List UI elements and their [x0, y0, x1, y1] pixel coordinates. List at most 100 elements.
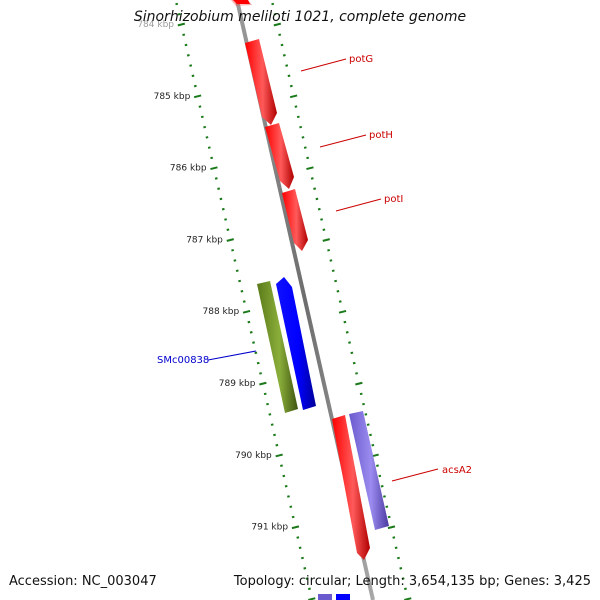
tick-minor: [399, 567, 403, 570]
gene-bar-SMc00838[interactable]: [257, 281, 298, 413]
accession-text: Accession: NC_003047: [9, 574, 157, 589]
tick-minor: [306, 156, 310, 160]
tick-minor: [271, 2, 275, 6]
tick-minor: [305, 577, 309, 580]
tick-minor: [380, 484, 384, 488]
tick-minor: [242, 300, 246, 303]
gene-arrow-acsA2[interactable]: [332, 415, 370, 560]
tick-minor: [263, 392, 267, 396]
tick-minor: [362, 402, 365, 406]
kbp-tick-label: 788 kbp: [203, 307, 240, 317]
tick-major: [275, 453, 283, 458]
tick-minor: [217, 187, 221, 190]
tick-minor: [397, 556, 400, 560]
gene-label-potG[interactable]: potG: [349, 54, 373, 65]
tick-minor: [364, 413, 368, 416]
kbp-tick-label: 791 kbp: [251, 523, 288, 533]
tick-minor: [247, 320, 251, 324]
gene-partial-bottom-lilac[interactable]: [318, 594, 332, 600]
tick-major: [387, 525, 396, 530]
tick-minor: [252, 341, 255, 344]
tick-minor: [189, 64, 193, 67]
gene-label-SMc00838[interactable]: SMc00838: [157, 355, 209, 366]
kbp-tick-label: 785 kbp: [154, 92, 191, 102]
kbp-tick-label: 784 kbp: [137, 20, 174, 30]
map-title: Sinorhizobium meliloti 1021, complete ge…: [133, 9, 467, 25]
gene-arrow-potH[interactable]: [265, 123, 294, 189]
tick-minor: [280, 43, 284, 47]
tick-minor: [268, 413, 272, 416]
tick-minor: [296, 115, 300, 119]
tick-minor: [282, 54, 286, 57]
tick-minor: [329, 259, 333, 262]
gene-arrow-reverse-blue[interactable]: [276, 277, 316, 410]
tick-minor: [350, 351, 354, 355]
kbp-labels: 784 kbp 785 kbp 786 kbp 787 kbp 788 kbp 789 k…: [137, 20, 288, 533]
tick-major: [242, 309, 251, 314]
tick-minor: [224, 218, 228, 221]
gene-arrow-partial-top-solid[interactable]: [233, 0, 250, 4]
gene-label-potI[interactable]: potI: [384, 194, 403, 205]
tick-minor: [177, 12, 181, 16]
tick-major: [193, 94, 202, 99]
tick-minor: [317, 207, 321, 211]
tick-minor: [175, 2, 179, 6]
gene-labels: potG potH potI SMc00838 acsA2: [157, 54, 472, 482]
gene-label-acsA2[interactable]: acsA2: [442, 465, 472, 476]
gene-partial-bottom-blue[interactable]: [336, 594, 350, 600]
tick-minor: [359, 392, 363, 396]
tick-minor: [200, 115, 204, 119]
tick-minor: [287, 74, 291, 78]
tick-minor: [282, 474, 286, 478]
tick-track-left: [175, 2, 316, 600]
tick-minor: [240, 290, 244, 293]
tick-minor: [315, 197, 319, 201]
kbp-tick-label: 790 kbp: [235, 451, 272, 461]
genome-summary-text: Topology: circular; Length: 3,654,135 bp…: [233, 574, 591, 589]
tick-minor: [198, 105, 202, 108]
tick-minor: [376, 464, 379, 467]
tick-major: [289, 94, 298, 99]
tick-minor: [287, 495, 290, 498]
tick-minor: [355, 372, 358, 375]
leader-line-potG: [300, 58, 347, 72]
leader-line-potH: [319, 134, 367, 148]
tick-minor: [385, 505, 389, 509]
tick-minor: [298, 546, 302, 550]
tick-minor: [182, 33, 186, 37]
tick-major: [322, 238, 330, 242]
tick-major: [259, 381, 267, 386]
gene-arrow-potG[interactable]: [245, 39, 277, 125]
tick-minor: [270, 423, 274, 426]
tick-minor: [231, 248, 235, 252]
leader-line-SMc00838: [207, 350, 257, 361]
tick-major: [210, 166, 218, 171]
tick-minor: [387, 515, 391, 519]
tick-minor: [205, 136, 209, 139]
gene-bar-lilac[interactable]: [349, 411, 389, 530]
tick-minor: [186, 54, 190, 57]
tick-minor: [226, 228, 230, 231]
tick-minor: [392, 536, 396, 539]
tick-minor: [219, 197, 223, 201]
tick-minor: [336, 290, 340, 293]
tick-minor: [383, 495, 386, 498]
tick-minor: [273, 12, 277, 16]
tick-minor: [284, 484, 288, 488]
tick-minor: [310, 177, 314, 180]
gene-arrow-potI[interactable]: [282, 189, 308, 251]
tick-minor: [322, 228, 326, 231]
tick-minor: [254, 351, 258, 355]
tick-minor: [280, 464, 283, 467]
tick-minor: [249, 331, 253, 334]
tick-minor: [273, 433, 276, 437]
tick-major: [177, 22, 186, 27]
tick-minor: [348, 341, 351, 344]
tick-minor: [303, 146, 307, 149]
leader-line-acsA2: [391, 468, 439, 482]
tick-minor: [275, 443, 279, 447]
tick-minor: [278, 33, 282, 37]
tick-minor: [289, 84, 293, 88]
gene-label-potH[interactable]: potH: [369, 130, 393, 141]
tick-minor: [345, 331, 349, 334]
